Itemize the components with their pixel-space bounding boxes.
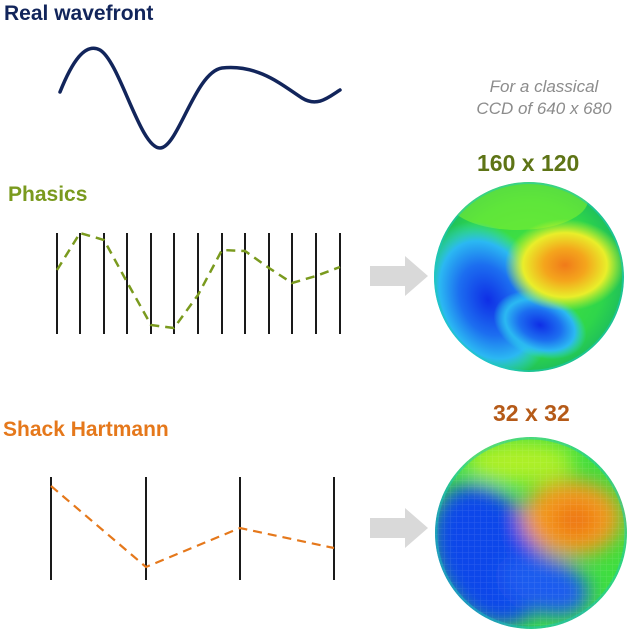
shack-hartmann-phase-map <box>435 437 627 629</box>
ccd-note-line2: CCD of 640 x 680 <box>476 99 612 118</box>
diagram-title: Real wavefront <box>4 2 154 25</box>
ccd-note: For a classical CCD of 640 x 680 <box>452 76 636 120</box>
shack-hartmann-arrow-icon <box>370 508 428 548</box>
phasics-arrow-icon <box>370 256 428 296</box>
shack-hartmann-reconstructed-wavefront <box>50 485 335 569</box>
phasics-resolution: 160 x 120 <box>477 150 580 176</box>
real-wavefront-curve <box>58 46 342 150</box>
ccd-note-line1: For a classical <box>489 77 599 96</box>
shack-hartmann-sampling-lines <box>50 477 335 580</box>
phasics-sampling-lines <box>56 233 341 334</box>
phasics-label: Phasics <box>8 183 88 206</box>
shack-hartmann-label: Shack Hartmann <box>3 418 169 441</box>
phasics-reconstructed-wavefront <box>55 231 341 330</box>
shack-hartmann-resolution: 32 x 32 <box>493 400 570 426</box>
phasics-phase-map <box>434 182 624 372</box>
